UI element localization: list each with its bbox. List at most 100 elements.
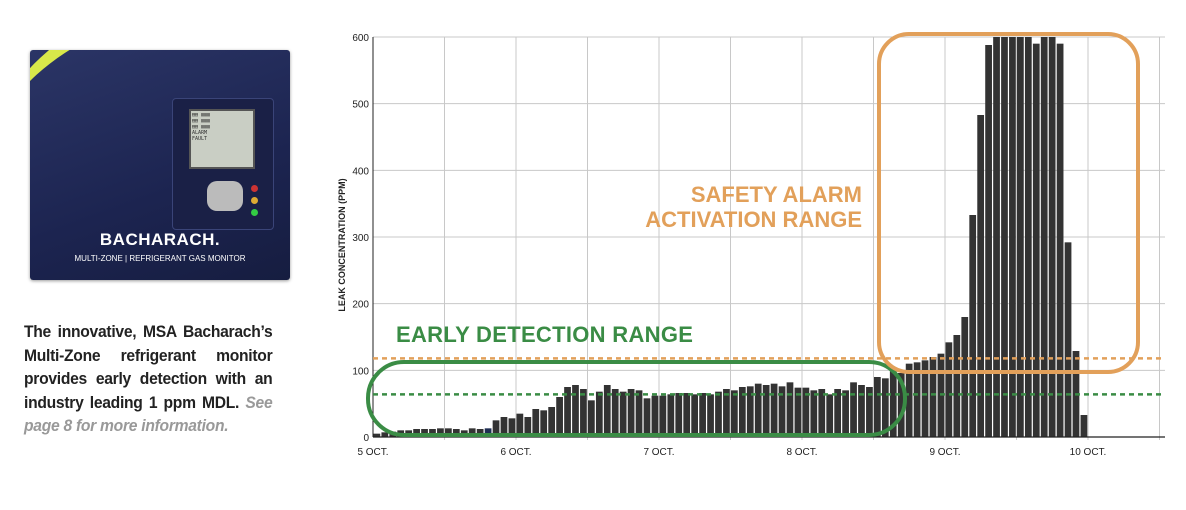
bar [691, 394, 699, 437]
lcd-alarm: ALARM [192, 130, 208, 136]
bar [826, 394, 834, 437]
bar [715, 391, 722, 437]
bar [953, 335, 961, 437]
bar [818, 389, 826, 437]
bar [643, 398, 651, 437]
bar [762, 385, 770, 437]
x-tick-label: 6 OCT. [500, 447, 531, 458]
bar [619, 391, 627, 437]
power-led [251, 209, 258, 216]
bar [969, 215, 977, 437]
x-tick-label: 9 OCT. [929, 447, 960, 458]
bar [437, 428, 444, 437]
y-tick-label: 100 [352, 366, 369, 377]
bar [961, 317, 969, 437]
early-detection-range-box [366, 360, 907, 437]
bar [373, 433, 381, 437]
caption: The innovative, MSA Bacharach’s Multi-Zo… [24, 320, 273, 438]
y-tick-label: 500 [352, 100, 369, 111]
bar [723, 389, 730, 437]
bar [977, 115, 985, 437]
bar [445, 428, 452, 437]
bar [651, 395, 659, 437]
bar [1040, 37, 1048, 437]
bar [1024, 37, 1032, 437]
bar [707, 394, 714, 437]
bar [929, 357, 937, 437]
brand-logo: BACHARACH. [99, 230, 221, 249]
safety-alarm-line2: ACTIVATION RANGE [645, 207, 862, 232]
bar [754, 383, 762, 437]
bar [603, 385, 611, 437]
caption-main: The innovative, MSA Bacharach’s Multi-Zo… [24, 322, 273, 412]
bar [786, 382, 794, 437]
bar [945, 342, 953, 437]
bar [738, 387, 746, 437]
bar [905, 363, 913, 437]
bar [874, 377, 881, 437]
bar [532, 409, 540, 437]
lcd-screen: ▤▤ ▥▥▥ ▤▤ ▥▥▥ ▤▤ ▥▥▥ ALARM FAULT [189, 109, 255, 169]
bar [889, 370, 897, 437]
bar [1032, 43, 1040, 438]
bar [524, 417, 532, 437]
bar [850, 382, 857, 437]
bar [659, 395, 667, 437]
bar [770, 383, 778, 437]
bar [913, 362, 921, 437]
bar [866, 387, 873, 437]
caption-more-link[interactable]: See page 8 for more information. [24, 392, 273, 436]
alarm-led [251, 185, 258, 192]
bar [778, 386, 786, 437]
x-tick-label: 5 OCT. [357, 447, 388, 458]
y-tick-label: 300 [352, 233, 369, 244]
bar [635, 390, 643, 437]
bar [1064, 242, 1072, 437]
bar [794, 387, 802, 437]
bar [834, 389, 842, 437]
bar [858, 385, 865, 437]
bar [516, 413, 524, 437]
bar [556, 397, 563, 437]
bar [881, 378, 889, 437]
bar [611, 389, 619, 437]
bar [1056, 43, 1064, 438]
bar [1080, 415, 1088, 437]
y-tick-label: 200 [352, 300, 369, 311]
bar [508, 418, 516, 437]
bar [699, 393, 706, 437]
bar [588, 400, 595, 437]
safety-alarm-label: SAFETY ALARM ACTIVATION RANGE [645, 182, 862, 232]
brand-subtitle: MULTI-ZONE | REFRIGERANT GAS MONITOR [74, 254, 246, 263]
x-tick-label: 8 OCT. [786, 447, 817, 458]
lcd-fault: FAULT [192, 136, 208, 142]
bar [921, 360, 929, 437]
bar [572, 385, 579, 437]
bar [993, 37, 1000, 437]
bar [683, 393, 691, 437]
bar [802, 387, 810, 437]
control-panel: ▤▤ ▥▥▥ ▤▤ ▥▥▥ ▤▤ ▥▥▥ ALARM FAULT [172, 98, 274, 230]
bar [1009, 37, 1016, 437]
early-detection-label: EARLY DETECTION RANGE [396, 322, 694, 347]
fault-led [251, 197, 258, 204]
bar [500, 417, 508, 437]
bar [1048, 37, 1056, 437]
safety-alarm-range-box [877, 32, 1140, 374]
bar [492, 420, 500, 437]
navigation-pad [207, 181, 243, 211]
bar [595, 391, 603, 437]
x-tick-label: 10 OCT. [1070, 447, 1107, 458]
bar [381, 432, 389, 437]
bar [897, 373, 905, 437]
bar [810, 390, 818, 437]
bar [985, 45, 992, 437]
bar [1001, 37, 1008, 437]
bar [746, 386, 754, 437]
bar [627, 389, 635, 437]
x-tick-label: 7 OCT. [643, 447, 674, 458]
bar [675, 393, 683, 437]
y-tick-label: 400 [352, 166, 369, 177]
